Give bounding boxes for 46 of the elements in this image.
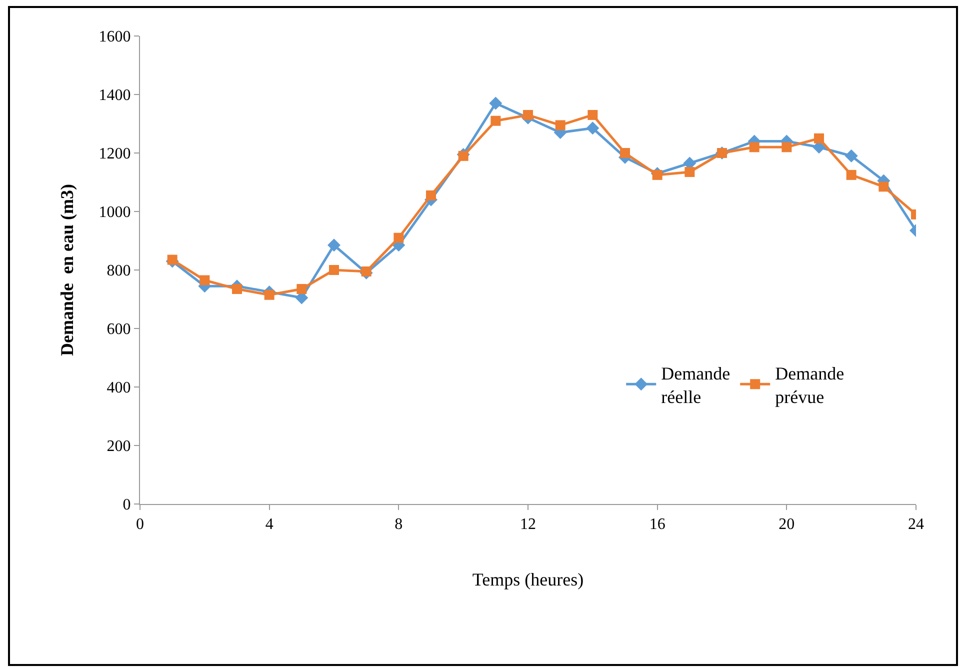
point	[523, 110, 533, 120]
point	[878, 182, 889, 192]
point	[264, 290, 274, 300]
x-tick-label: 0	[136, 516, 144, 534]
point	[844, 149, 858, 162]
point	[167, 254, 178, 265]
point	[458, 150, 468, 161]
point	[588, 110, 598, 120]
y-tick-label: 1000	[98, 204, 131, 222]
x-tick-label: 8	[394, 516, 403, 534]
y-tick-label: 1200	[98, 146, 131, 163]
point	[394, 232, 404, 243]
y-tick-label: 800	[106, 262, 131, 280]
point	[846, 170, 856, 180]
point	[749, 142, 760, 152]
point	[426, 190, 436, 200]
point	[296, 284, 307, 294]
x-tick-label: 4	[265, 516, 274, 534]
x-tick-label: 20	[778, 516, 795, 534]
point	[652, 170, 662, 180]
legend-label: Demande prévue	[775, 363, 844, 407]
y-tick-label: 400	[106, 380, 131, 397]
point	[620, 148, 630, 158]
y-tick-label: 1400	[98, 87, 131, 104]
point	[361, 266, 372, 276]
point	[586, 122, 600, 135]
y-tick-label: 600	[106, 321, 131, 338]
y-tick-label: 0	[122, 496, 131, 514]
point	[555, 120, 566, 130]
x-tick-label: 24	[908, 516, 924, 534]
point	[814, 133, 824, 144]
y-axis-title: Demande en eau (m3)	[57, 184, 77, 356]
x-tick-label: 16	[649, 516, 666, 534]
point	[328, 238, 340, 252]
point	[489, 96, 502, 110]
point	[782, 142, 792, 152]
y-tick-label: 200	[106, 438, 131, 456]
point	[329, 265, 339, 275]
point	[490, 116, 501, 126]
legend-label: Demande réelle	[661, 363, 730, 407]
point	[232, 284, 242, 294]
x-axis-title: Temps (heures)	[472, 569, 584, 590]
point	[684, 167, 695, 178]
y-tick-label: 1600	[98, 28, 131, 46]
x-tick-label: 12	[520, 516, 536, 534]
point	[200, 275, 210, 286]
